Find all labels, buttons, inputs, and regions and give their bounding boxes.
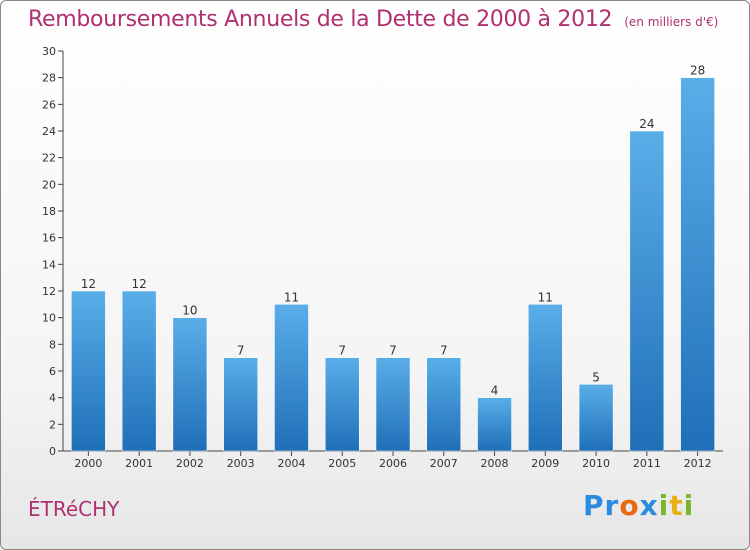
y-tick-label: 8	[49, 338, 56, 351]
y-tick-label: 28	[42, 72, 56, 85]
x-tick-label: 2002	[176, 457, 204, 470]
chart-title: Remboursements Annuels de la Dette de 20…	[28, 7, 718, 32]
data-label-2003: 7	[237, 344, 245, 358]
y-tick-label: 6	[49, 365, 56, 378]
x-tick-label: 2009	[531, 457, 559, 470]
y-tick-label: 4	[49, 392, 56, 405]
brand-letter: o	[619, 489, 640, 522]
bar-2007	[426, 357, 462, 452]
y-tick-label: 2	[49, 418, 56, 431]
bar-2004	[274, 304, 309, 452]
y-tick-label: 0	[49, 445, 56, 458]
x-tick-label: 2001	[125, 457, 153, 470]
y-tick-label: 20	[42, 178, 56, 191]
bar-2010	[578, 384, 614, 452]
x-tick-label: 2010	[582, 457, 610, 470]
data-label-2012: 28	[690, 64, 705, 78]
y-tick-label: 14	[42, 258, 56, 271]
data-label-2010: 5	[592, 370, 600, 384]
bar-2001	[121, 290, 157, 452]
x-tick-label: 2007	[430, 457, 458, 470]
y-tick-label: 16	[42, 232, 56, 245]
bar-2003	[223, 357, 258, 452]
y-tick-label: 12	[42, 285, 56, 298]
data-label-2006: 7	[389, 344, 397, 358]
brand-letter: i	[658, 489, 670, 522]
y-tick-label: 30	[42, 45, 56, 58]
x-tick-label: 2008	[481, 457, 509, 470]
brand-letter: i	[683, 489, 695, 522]
x-tick-label: 2011	[633, 457, 661, 470]
y-tick-label: 26	[42, 98, 56, 111]
data-label-2004: 11	[284, 290, 299, 304]
data-label-2009: 11	[538, 290, 553, 304]
x-tick-label: 2012	[684, 457, 712, 470]
bar-2012	[680, 77, 715, 452]
data-label-2002: 10	[182, 304, 197, 318]
y-tick-label: 18	[42, 205, 56, 218]
y-tick-label: 22	[42, 152, 56, 165]
data-label-2007: 7	[440, 344, 448, 358]
bars	[71, 77, 715, 452]
y-tick-label: 10	[42, 312, 56, 325]
brand-letter: P	[583, 489, 605, 522]
chart-subtitle: (en milliers d'€)	[624, 15, 719, 29]
x-tick-label: 2003	[227, 457, 255, 470]
bar-2002	[172, 317, 208, 452]
chart-title-text: Remboursements Annuels de la Dette de 20…	[28, 7, 613, 32]
commune-name: ÉTRéCHY	[28, 497, 120, 521]
data-label-2005: 7	[338, 344, 346, 358]
brand-logo: Proxiti	[583, 489, 694, 522]
bar-2009	[528, 304, 563, 452]
brand-letter: x	[639, 489, 659, 522]
bar-2011	[629, 130, 665, 452]
bar-2008	[477, 397, 512, 452]
data-label-2000: 12	[81, 277, 96, 291]
data-label-2008: 4	[491, 384, 499, 398]
data-label-2001: 12	[132, 277, 147, 291]
data-label-2011: 24	[639, 117, 654, 131]
brand-letter: t	[669, 489, 684, 522]
bar-2005	[324, 357, 360, 452]
bar-2006	[375, 357, 411, 452]
brand-letter: r	[604, 489, 620, 522]
x-tick-label: 2004	[277, 457, 305, 470]
data-labels: 12 12 10 7 11 7 7 7 4 11 5 24 28	[81, 64, 706, 398]
y-tick-label: 24	[42, 125, 56, 138]
bar-2000	[71, 290, 106, 452]
x-tick-label: 2000	[74, 457, 102, 470]
x-tick-label: 2005	[328, 457, 356, 470]
x-tick-label: 2006	[379, 457, 407, 470]
x-axis: 2000 2001 2002 2003 2004 2005 2006 2007 2008 2009…	[63, 450, 723, 470]
